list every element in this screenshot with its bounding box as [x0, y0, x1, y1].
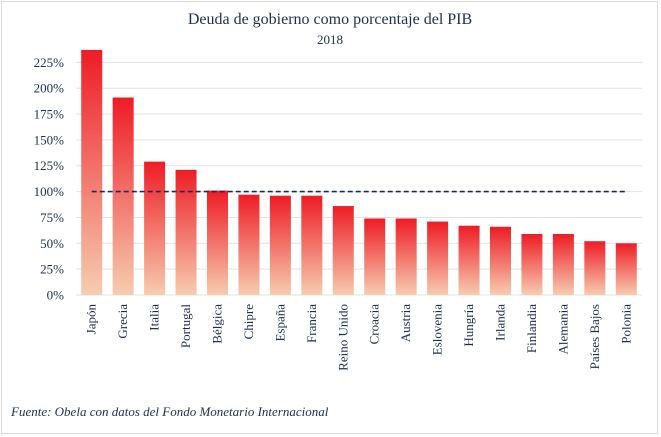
x-tick-label: Irlanda	[493, 304, 508, 341]
x-tick-label: Alemania	[555, 304, 570, 355]
x-tick-label: Bélgica	[210, 304, 225, 344]
source-note: Fuente: Obela con datos del Fondo Moneta…	[11, 404, 329, 419]
x-tick-label: Francia	[304, 304, 319, 343]
bar	[207, 190, 228, 295]
bar	[458, 225, 480, 295]
x-tick-label: Reino Unido	[335, 304, 350, 371]
bar	[81, 49, 103, 295]
bar	[427, 221, 449, 295]
bar	[552, 233, 574, 295]
y-tick-label: 75%	[40, 210, 64, 225]
bar	[144, 161, 166, 295]
bars	[81, 49, 637, 296]
x-tick-label: Grecia	[115, 304, 130, 339]
x-tick-label: Japón	[84, 304, 99, 335]
x-axis-ticks: Japón Grecia Italia Portugal Bélgica Chipre Es…	[84, 304, 634, 371]
y-tick-label: 175%	[34, 107, 65, 122]
x-tick-label: Hungría	[461, 304, 476, 347]
y-tick-label: 200%	[34, 81, 65, 96]
y-tick-label: 150%	[34, 132, 65, 147]
y-tick-label: 25%	[40, 262, 64, 277]
bar	[521, 233, 543, 295]
bar	[395, 218, 417, 295]
bar	[490, 226, 511, 295]
y-tick-label: 0%	[47, 288, 65, 303]
gridlines	[76, 61, 642, 296]
bar	[584, 241, 606, 295]
x-tick-label: Portugal	[178, 304, 193, 348]
bar	[175, 169, 197, 295]
x-tick-label: Croacia	[367, 304, 382, 345]
bar	[301, 195, 323, 295]
bar	[615, 243, 637, 295]
x-tick-label: Finlandia	[524, 304, 539, 353]
x-tick-label: Austria	[398, 304, 413, 343]
bar	[112, 97, 134, 296]
chart-title: Deuda de gobierno como porcentaje del PI…	[188, 11, 472, 28]
x-tick-label: Chipre	[241, 304, 256, 340]
bar	[238, 194, 260, 295]
y-tick-label: 100%	[34, 184, 65, 199]
y-tick-label: 50%	[40, 236, 64, 251]
y-tick-label: 225%	[34, 55, 65, 70]
x-tick-label: Polonia	[618, 304, 633, 344]
x-tick-label: Eslovenia	[430, 304, 445, 355]
bar	[332, 206, 354, 295]
bar	[364, 218, 386, 295]
y-tick-label: 125%	[34, 158, 65, 173]
x-tick-label: Italia	[147, 304, 162, 331]
x-tick-label: Países Bajos	[587, 304, 602, 369]
chart-subtitle: 2018	[317, 32, 343, 47]
x-tick-label: España	[272, 304, 287, 342]
y-axis-ticks: 0% 25% 50% 75% 100% 125% 150% 175% 200% 225%	[34, 55, 65, 303]
bar	[269, 195, 291, 295]
